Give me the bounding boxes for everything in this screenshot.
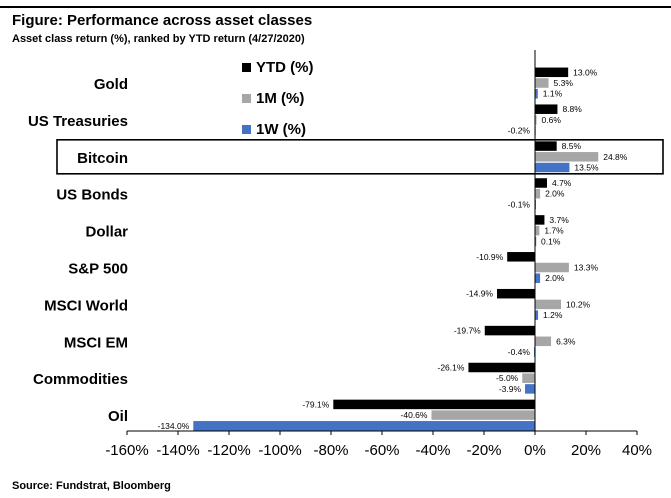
data-label: -134.0% xyxy=(158,421,190,431)
bar-ytd xyxy=(535,215,545,225)
data-label: 3.7% xyxy=(549,215,569,225)
bar-1m xyxy=(535,336,552,347)
bar-1m xyxy=(522,373,535,383)
data-label: -26.1% xyxy=(438,363,465,373)
bar-1m xyxy=(535,78,549,88)
figure-title: Figure: Performance across asset classes xyxy=(12,12,313,29)
data-label: -0.4% xyxy=(508,347,531,357)
data-label: 8.5% xyxy=(562,141,582,151)
data-label: 2.0% xyxy=(545,189,565,199)
x-tick-label: -80% xyxy=(313,442,348,459)
data-label: 13.5% xyxy=(574,163,599,173)
category-label: Dollar xyxy=(85,224,128,241)
bar-1w xyxy=(193,421,536,431)
data-label: -19.7% xyxy=(454,326,481,336)
x-tick-label: -100% xyxy=(258,442,301,459)
category-label: Gold xyxy=(94,76,128,93)
top-rule xyxy=(0,6,671,8)
x-tick-label: 20% xyxy=(571,442,601,459)
x-tick-label: 40% xyxy=(622,442,652,459)
category-label: US Bonds xyxy=(56,187,128,204)
category-label: S&P 500 xyxy=(68,261,128,278)
legend-swatch xyxy=(242,63,251,72)
figure-subtitle: Asset class return (%), ranked by YTD re… xyxy=(12,33,305,45)
bar-1m xyxy=(535,115,537,125)
bar-1w xyxy=(535,273,541,283)
data-label: -3.9% xyxy=(499,384,522,394)
category-label: Bitcoin xyxy=(77,150,128,167)
legend-label: YTD (%) xyxy=(256,59,314,76)
data-label: 8.8% xyxy=(562,104,582,114)
x-tick-label: 0% xyxy=(524,442,546,459)
data-label: -0.2% xyxy=(508,126,531,136)
x-tick-label: -120% xyxy=(207,442,250,459)
data-label: 6.3% xyxy=(556,336,576,346)
bar-1w xyxy=(535,236,537,247)
x-tick-label: -60% xyxy=(364,442,399,459)
data-label: 13.0% xyxy=(573,67,598,77)
data-label: 4.7% xyxy=(552,178,572,188)
data-label: 5.3% xyxy=(554,78,574,88)
category-label: Commodities xyxy=(33,371,128,388)
data-label: 10.2% xyxy=(566,299,591,309)
bar-1w xyxy=(535,310,539,320)
bar-1m xyxy=(535,299,562,310)
bar-1w xyxy=(525,384,535,394)
bar-ytd xyxy=(507,252,535,262)
x-tick-label: -20% xyxy=(466,442,501,459)
data-label: 1.2% xyxy=(543,310,563,320)
bar-1w xyxy=(535,88,538,99)
category-label: MSCI EM xyxy=(64,334,128,351)
legend-label: 1W (%) xyxy=(256,121,306,138)
data-label: -79.1% xyxy=(302,399,329,409)
legend-swatch xyxy=(242,94,251,103)
legend-label: 1M (%) xyxy=(256,90,304,107)
data-label: 1.1% xyxy=(543,89,563,99)
data-label: -40.6% xyxy=(401,410,428,420)
bar-ytd xyxy=(535,178,547,188)
bar-1m xyxy=(535,225,540,236)
data-label: 0.1% xyxy=(541,236,561,246)
category-label: Oil xyxy=(108,408,128,425)
bar-ytd xyxy=(535,104,558,114)
bar-ytd xyxy=(484,325,535,336)
bar-ytd xyxy=(497,288,535,299)
category-label: MSCI World xyxy=(44,297,128,314)
data-label: 0.6% xyxy=(542,115,562,125)
data-label: 1.7% xyxy=(544,226,564,236)
bar-1m xyxy=(535,152,599,162)
bar-ytd xyxy=(333,399,535,410)
source-note: Source: Fundstrat, Bloomberg xyxy=(12,480,171,492)
bar-ytd xyxy=(535,141,557,151)
category-label: US Treasuries xyxy=(28,113,128,130)
bar-1w xyxy=(535,162,570,173)
x-tick-label: -140% xyxy=(156,442,199,459)
bar-ytd xyxy=(535,67,569,78)
bar-1m xyxy=(535,188,541,199)
data-label: 2.0% xyxy=(545,273,565,283)
bar-ytd xyxy=(468,362,535,373)
x-tick-label: -40% xyxy=(415,442,450,459)
data-label: -14.9% xyxy=(466,289,493,299)
bar-1m xyxy=(431,410,535,420)
data-label: 24.8% xyxy=(603,152,628,162)
data-label: -10.9% xyxy=(476,252,503,262)
data-label: -5.0% xyxy=(496,373,519,383)
x-tick-label: -160% xyxy=(105,442,148,459)
data-label: 13.3% xyxy=(574,263,599,273)
legend-swatch xyxy=(242,125,251,134)
bar-1m xyxy=(535,262,569,273)
highlight-box-bitcoin xyxy=(56,139,664,175)
data-label: -0.1% xyxy=(508,199,531,209)
